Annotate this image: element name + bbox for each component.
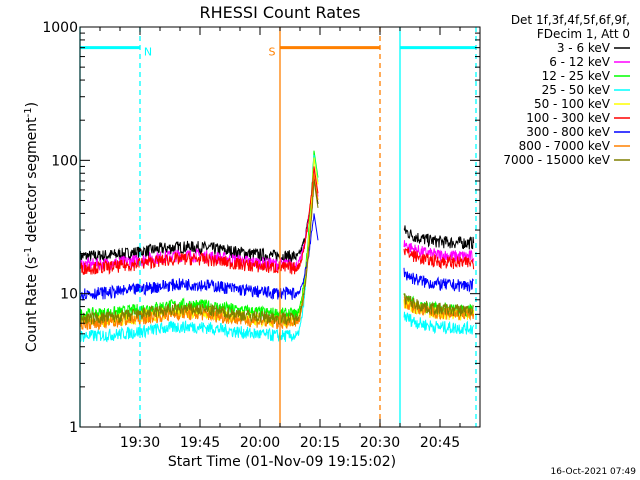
interval-label-N: N [144, 46, 152, 59]
y-tick-label: 1 [69, 420, 78, 436]
series-line-6-12keV [403, 240, 475, 264]
series-line-300-800keV [403, 267, 475, 293]
y-tick-label: 1000 [42, 20, 78, 36]
series-line-3-6keV [403, 225, 475, 250]
x-tick-label: 20:00 [240, 435, 280, 451]
legend-header-detectors: Det 1f,3f,4f,5f,6f,9f, [511, 13, 630, 27]
data-layer [79, 150, 475, 344]
series-line-300-800keV [79, 213, 319, 301]
legend-entry-label: 800 - 7000 keV [519, 139, 611, 153]
series-line-7000-15000keV [403, 293, 474, 317]
legend-header-decim: FDecim 1, Att 0 [537, 27, 630, 41]
chart-title: RHESSI Count Rates [200, 3, 361, 22]
legend-entry-label: 50 - 100 keV [534, 97, 611, 111]
series-line-100-300keV [79, 166, 319, 276]
legend-entry-label: 300 - 800 keV [526, 125, 610, 139]
x-axis-title: Start Time (01-Nov-09 19:15:02) [168, 454, 396, 470]
legend-entry-label: 25 - 50 keV [542, 83, 611, 97]
x-tick-label: 20:30 [360, 435, 400, 451]
tick-layer: 19:30 19:45 20:00 20:15 20:30 20:45 1 10 100 1000 [42, 20, 481, 451]
legend-entry-label: 3 - 6 keV [557, 41, 611, 55]
y-axis-title-end: ) [24, 102, 40, 107]
y-tick-label: 100 [51, 153, 78, 169]
legend-entry-label: 100 - 300 keV [526, 111, 610, 125]
x-tick-label: 19:30 [120, 435, 160, 451]
y-axis-title-main: Count Rate (s [24, 257, 40, 352]
footer-timestamp: 16-Oct-2021 07:49 [551, 467, 637, 477]
legend: Det 1f,3f,4f,5f,6f,9f, FDecim 1, Att 0 3… [503, 13, 630, 167]
series-line-7000-15000keV [79, 180, 319, 326]
legend-entry-label: 7000 - 15000 keV [503, 153, 610, 167]
series-line-25-50keV [403, 311, 475, 335]
x-tick-label: 20:45 [420, 435, 460, 451]
series-line-25-50keV [79, 154, 319, 344]
legend-entry-label: 12 - 25 keV [542, 69, 611, 83]
series-line-100-300keV [403, 247, 475, 270]
series-line-3-6keV [79, 176, 319, 265]
y-axis-title-sup2: -1 [23, 107, 34, 117]
interval-label-S: S [269, 46, 276, 59]
x-tick-label: 19:45 [180, 435, 220, 451]
legend-entry-label: 6 - 12 keV [549, 55, 611, 69]
y-axis-title-sup1: -1 [23, 247, 34, 257]
y-tick-label: 10 [60, 287, 78, 303]
y-axis-title-mid: detector segment [24, 117, 40, 247]
x-tick-label: 20:15 [300, 435, 340, 451]
y-axis-title: Count Rate (s-1 detector segment-1) [23, 102, 41, 352]
